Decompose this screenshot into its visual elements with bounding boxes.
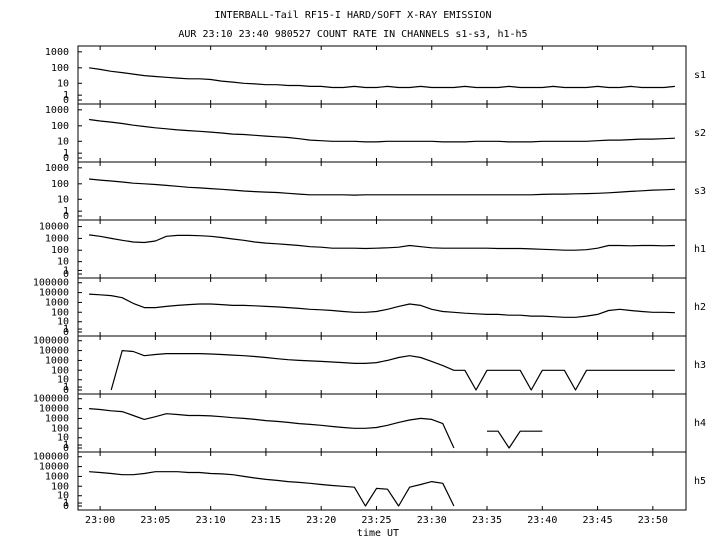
panel-label: h4 (694, 418, 706, 429)
x-tick-label: 23:35 (472, 515, 502, 526)
y-tick-label: 10000 (39, 288, 69, 299)
y-tick-label: 1 (63, 265, 69, 276)
y-tick-label: 100 (51, 423, 69, 434)
y-tick-label: 10000 (39, 404, 69, 415)
panel-label: s1 (694, 70, 706, 81)
panel-label: h5 (694, 476, 706, 487)
x-tick-label: 23:25 (361, 515, 391, 526)
y-tick-label: 10000 (39, 346, 69, 357)
x-tick-label: 23:10 (196, 515, 226, 526)
data-line (89, 118, 675, 143)
y-tick-label: 0 (63, 269, 69, 280)
x-axis-label: time UT (357, 528, 399, 539)
y-tick-label: 10 (57, 491, 69, 502)
y-tick-label: 10 (57, 433, 69, 444)
y-tick-label: 1 (63, 440, 69, 451)
y-tick-label: 0 (63, 501, 69, 512)
x-tick-label: 23:45 (583, 515, 613, 526)
y-tick-label: 1000 (45, 413, 69, 424)
y-tick-label: 10 (57, 375, 69, 386)
panel-label: h3 (694, 360, 706, 371)
y-tick-label: 100000 (33, 394, 69, 405)
y-tick-label: 100000 (33, 278, 69, 289)
y-tick-label: 1 (63, 324, 69, 335)
data-line (89, 471, 455, 507)
data-line (110, 350, 675, 391)
y-tick-label: 0 (63, 211, 69, 222)
y-tick-label: 10 (57, 317, 69, 328)
y-tick-label: 1 (63, 498, 69, 509)
data-line (89, 293, 675, 318)
y-tick-label: 10 (57, 194, 69, 205)
panel-label: h2 (694, 302, 706, 313)
y-tick-label: 100 (51, 179, 69, 190)
panel-label: s3 (694, 186, 706, 197)
data-line (89, 234, 675, 251)
data-line (89, 178, 675, 196)
y-tick-label: 10 (57, 78, 69, 89)
x-tick-label: 23:05 (140, 515, 170, 526)
y-tick-label: 1 (63, 148, 69, 159)
y-tick-label: 1000 (45, 233, 69, 244)
y-tick-label: 100 (51, 245, 69, 256)
y-tick-label: 1000 (45, 105, 69, 116)
y-tick-label: 10000 (39, 462, 69, 473)
y-tick-label: 1000 (45, 47, 69, 58)
chart-subtitle: AUR 23:10 23:40 980527 COUNT RATE IN CHA… (178, 29, 527, 40)
y-tick-label: 100000 (33, 336, 69, 347)
x-tick-label: 23:40 (527, 515, 557, 526)
y-tick-label: 10000 (39, 222, 69, 233)
y-tick-label: 1 (63, 90, 69, 101)
x-tick-label: 23:20 (306, 515, 336, 526)
panel-label: h1 (694, 244, 706, 255)
panel-label: s2 (694, 128, 706, 139)
y-tick-label: 100 (51, 121, 69, 132)
y-tick-label: 10 (57, 257, 69, 268)
chart-title: INTERBALL-Tail RF15-I HARD/SOFT X-RAY EM… (215, 10, 492, 21)
y-tick-label: 100 (51, 481, 69, 492)
y-tick-label: 10 (57, 136, 69, 147)
data-line (89, 67, 675, 89)
x-tick-label: 23:50 (638, 515, 668, 526)
y-tick-label: 0 (63, 327, 69, 338)
y-tick-label: 0 (63, 95, 69, 106)
y-tick-label: 1000 (45, 163, 69, 174)
y-tick-label: 100 (51, 307, 69, 318)
x-tick-label: 23:15 (251, 515, 281, 526)
y-tick-label: 1000 (45, 297, 69, 308)
y-tick-label: 100000 (33, 452, 69, 463)
x-tick-label: 23:30 (417, 515, 447, 526)
y-tick-label: 1000 (45, 471, 69, 482)
y-tick-label: 0 (63, 385, 69, 396)
y-tick-label: 0 (63, 153, 69, 164)
y-tick-label: 0 (63, 443, 69, 454)
y-tick-label: 100 (51, 63, 69, 74)
y-tick-label: 1 (63, 206, 69, 217)
y-tick-label: 100 (51, 365, 69, 376)
panel-frame (77, 451, 687, 511)
y-tick-label: 1000 (45, 355, 69, 366)
x-tick-label: 23:00 (85, 515, 115, 526)
y-tick-label: 1 (63, 382, 69, 393)
